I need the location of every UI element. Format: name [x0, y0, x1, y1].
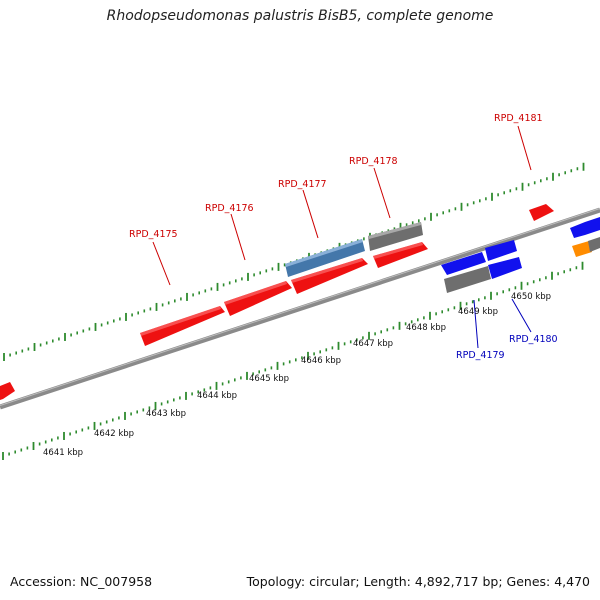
gene-other-orange[interactable]	[572, 241, 592, 257]
gene-arrow-rpd-4175[interactable]	[140, 306, 225, 346]
gene-arrow-left-edge[interactable]	[0, 382, 15, 400]
kbp-label: 4647 kbp	[353, 339, 393, 349]
coordinate-labels: 4641 kbp 4642 kbp 4643 kbp 4644 kbp 4645 kbp…	[43, 292, 551, 458]
gene-hypothetical-rpd-4178[interactable]	[368, 222, 423, 251]
kbp-label: 4649 kbp	[458, 307, 498, 317]
genome-backbone	[0, 207, 600, 410]
gene-arrow-rpd-4177[interactable]	[291, 258, 368, 294]
kbp-label: 4642 kbp	[94, 429, 134, 439]
accession-text: Accession: NC_007958	[10, 574, 153, 589]
kbp-label: 4650 kbp	[511, 292, 551, 302]
gene-arrow-rpd-4176[interactable]	[224, 281, 292, 316]
gene-label-leaders	[152, 125, 532, 349]
gene-arrow-rpd-4179-a[interactable]	[441, 252, 486, 275]
kbp-label: 4643 kbp	[146, 409, 186, 419]
gene-label-rpd-4178[interactable]: RPD_4178	[349, 156, 398, 167]
gene-label-rpd-4177[interactable]: RPD_4177	[278, 179, 327, 190]
kbp-label: 4648 kbp	[406, 323, 446, 333]
gene-arrow-rpd-4181[interactable]	[529, 204, 554, 221]
gene-rna-block[interactable]	[285, 239, 365, 277]
gene-hypothetical-right[interactable]	[588, 237, 600, 252]
tick-marks	[2, 162, 585, 460]
gene-label-rpd-4180[interactable]: RPD_4180	[509, 334, 558, 345]
kbp-label: 4641 kbp	[43, 448, 83, 458]
gene-hypothetical-reverse[interactable]	[444, 266, 491, 293]
topology-summary: Topology: circular; Length: 4,892,717 bp…	[246, 574, 590, 589]
kbp-label: 4644 kbp	[197, 391, 237, 401]
gene-label-rpd-4181[interactable]: RPD_4181	[494, 113, 543, 124]
gene-arrow-rpd-4180[interactable]	[488, 257, 522, 279]
gene-labels: RPD_4175 RPD_4176 RPD_4177 RPD_4178 RPD_4181…	[129, 113, 558, 361]
gene-arrow-right-a[interactable]	[570, 217, 600, 238]
kbp-label: 4645 kbp	[249, 374, 289, 384]
gene-arrow-rpd-4178-lower[interactable]	[373, 242, 428, 268]
genome-title: Rhodopseudomonas palustris BisB5, comple…	[106, 8, 494, 24]
gene-arrow-rpd-4179-b[interactable]	[485, 240, 517, 261]
gene-rna-block-highlight	[285, 239, 363, 267]
forward-gene-highlights	[140, 242, 423, 336]
kbp-label: 4646 kbp	[301, 356, 341, 366]
gene-label-rpd-4176[interactable]: RPD_4176	[205, 203, 254, 214]
forward-genes	[0, 204, 554, 400]
gene-label-rpd-4179[interactable]: RPD_4179	[456, 350, 505, 361]
genome-backbone-highlight	[0, 208, 600, 406]
reverse-genes	[441, 217, 600, 279]
gene-label-rpd-4175[interactable]: RPD_4175	[129, 229, 178, 240]
gene-hypothetical-highlight	[368, 222, 421, 239]
